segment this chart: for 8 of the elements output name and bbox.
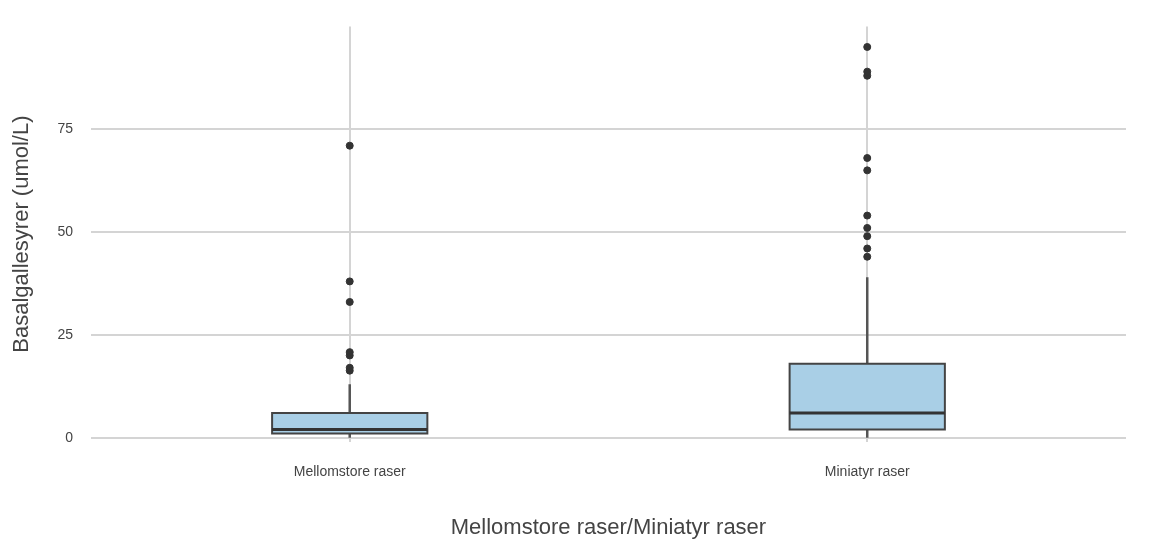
y-tick-label: 75	[57, 120, 74, 137]
x-axis-title: Mellomstore raser/Miniatyr raser	[450, 513, 767, 539]
x-tick-label: Miniatyr raser	[824, 463, 910, 480]
y-tick-label: 0	[65, 428, 74, 445]
y-tick-label: 25	[57, 325, 74, 342]
x-tick-label: Mellomstore raser	[293, 463, 407, 480]
y-tick-label: 50	[57, 222, 74, 239]
y-axis-title: Basalgallesyrer (umol/L)	[8, 115, 34, 353]
